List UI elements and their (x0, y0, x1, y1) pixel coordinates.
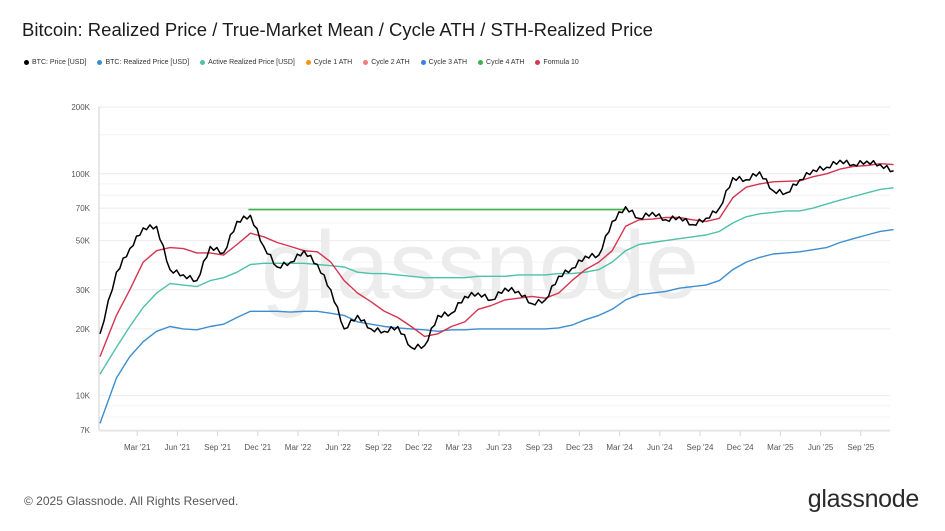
chart-legend: BTC: Price [USD] BTC: Realized Price [USD… (24, 59, 579, 66)
legend-item[interactable]: Cycle 4 ATH (478, 59, 524, 66)
x-tick-label: Jun '25 (808, 443, 834, 452)
x-tick-label: Sep '24 (687, 443, 714, 452)
x-tick-label: Mar '21 (124, 443, 151, 452)
legend-dot-icon (200, 60, 206, 65)
x-tick-label: Sep '21 (204, 443, 231, 452)
formula-10-line (99, 163, 894, 357)
legend-dot-icon (420, 60, 426, 65)
x-tick-label: Dec '21 (244, 443, 271, 452)
legend-dot-icon (97, 60, 103, 65)
legend-item[interactable]: Cycle 3 ATH (420, 59, 468, 66)
copyright-footer: © 2025 Glassnode. All Rights Reserved. (24, 494, 239, 508)
x-tick-label: Sep '25 (847, 443, 874, 452)
x-tick-label: Mar '22 (285, 443, 312, 452)
legend-item[interactable]: Active Realized Price [USD] (200, 59, 295, 66)
active-realized-price-usd-line (99, 187, 894, 375)
legend-label: Cycle 3 ATH (428, 59, 468, 66)
x-tick-label: Sep '23 (526, 443, 553, 452)
x-tick-label: Sep '22 (365, 443, 392, 452)
legend-dot-icon (478, 60, 484, 65)
btc-price-usd-line (99, 159, 894, 350)
legend-label: BTC: Realized Price [USD] (105, 59, 190, 66)
legend-item[interactable]: BTC: Price [USD] (24, 59, 86, 66)
glassnode-logo: glassnode (807, 485, 920, 513)
legend-label: Formula 10 (543, 59, 579, 66)
x-tick-label: Jun '23 (486, 443, 512, 452)
y-tick-label: 20K (76, 325, 91, 334)
legend-label: BTC: Price [USD] (32, 59, 87, 66)
x-tick-label: Jun '22 (325, 443, 351, 452)
x-tick-label: Mar '24 (606, 443, 633, 452)
legend-dot-icon (535, 60, 541, 65)
x-tick-label: Mar '23 (446, 443, 473, 452)
y-tick-label: 100K (71, 170, 90, 179)
legend-item[interactable]: Cycle 2 ATH (363, 59, 410, 66)
legend-label: Active Realized Price [USD] (208, 59, 295, 66)
legend-item[interactable]: BTC: Realized Price [USD] (97, 59, 189, 66)
legend-dot-icon (305, 60, 311, 65)
y-tick-label: 200K (71, 103, 90, 112)
y-tick-label: 50K (76, 237, 91, 246)
y-tick-label: 70K (76, 204, 91, 213)
x-tick-label: Mar '25 (767, 443, 794, 452)
y-tick-label: 10K (76, 392, 91, 401)
legend-label: Cycle 4 ATH (486, 59, 525, 66)
y-tick-label: 30K (76, 286, 91, 295)
legend-dot-icon (24, 60, 29, 65)
x-tick-label: Dec '23 (566, 443, 593, 452)
y-tick-label: 7K (80, 426, 90, 435)
legend-label: Cycle 2 ATH (371, 59, 410, 66)
chart-title: Bitcoin: Realized Price / True-Market Me… (22, 19, 653, 40)
legend-dot-icon (363, 60, 369, 65)
x-tick-label: Jun '21 (165, 443, 191, 452)
legend-label: Cycle 1 ATH (313, 59, 353, 66)
legend-item[interactable]: Formula 10 (535, 59, 579, 66)
btc-realized-price-usd-line (99, 228, 894, 424)
legend-item[interactable]: Cycle 1 ATH (305, 59, 353, 66)
x-tick-label: Dec '22 (405, 443, 432, 452)
x-tick-label: Dec '24 (727, 443, 754, 452)
x-tick-label: Jun '24 (647, 443, 673, 452)
